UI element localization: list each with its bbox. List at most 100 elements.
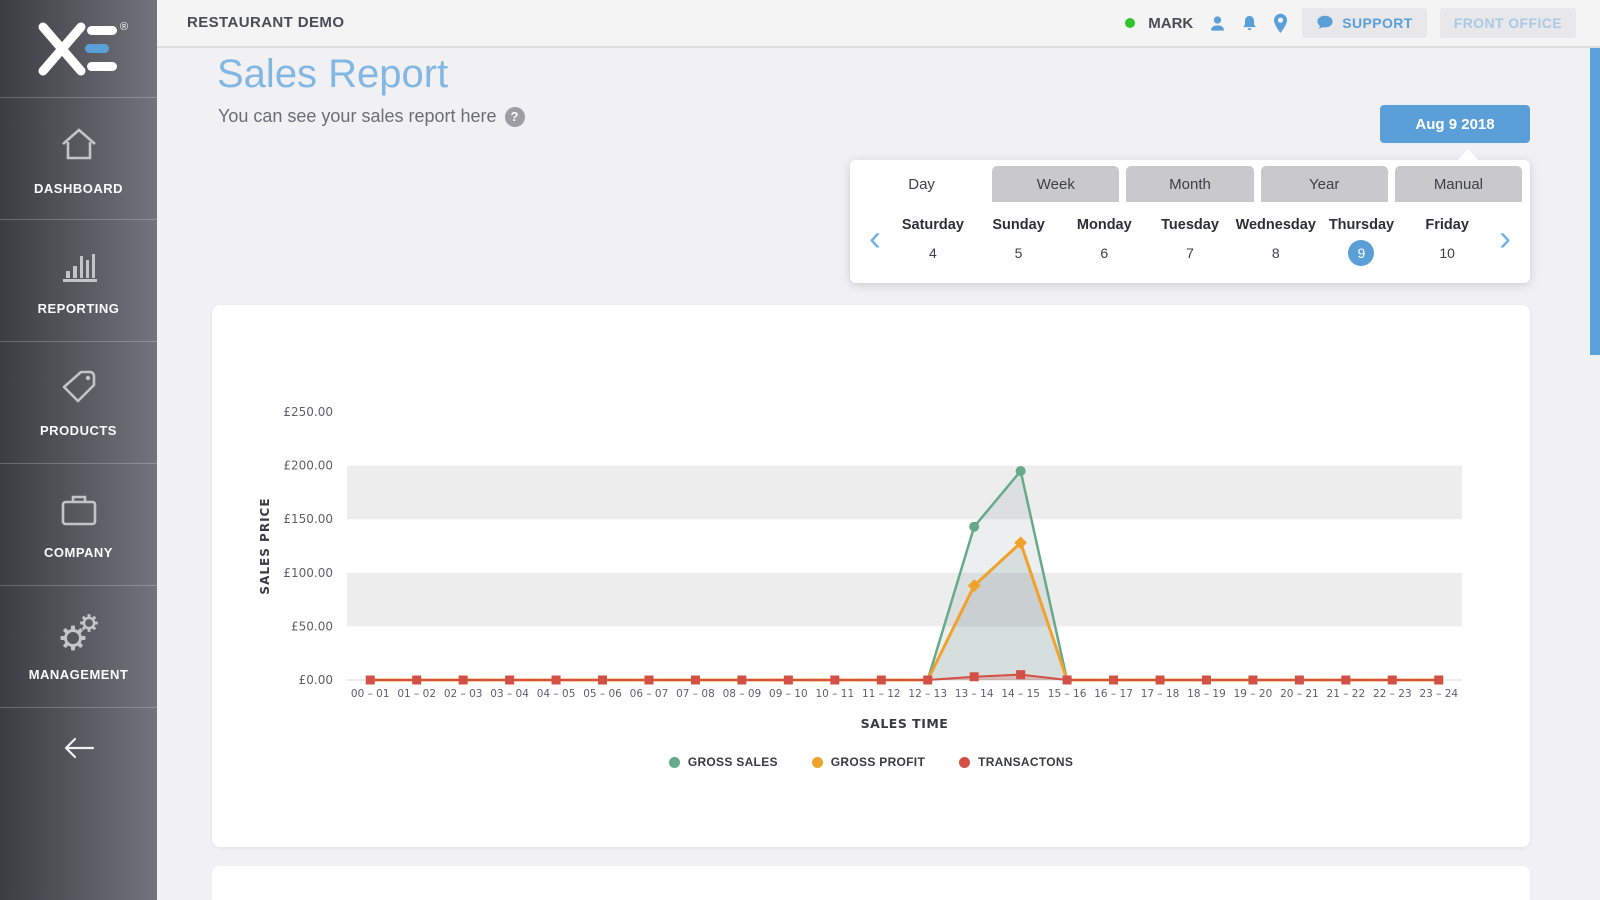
svg-text:16 – 17: 16 – 17: [1094, 688, 1133, 700]
sidebar-item-dashboard[interactable]: DASHBOARD: [0, 97, 157, 219]
sales-chart: £0.00£50.00£100.00£150.00£200.00£250.000…: [212, 305, 1530, 750]
legend-item-transactons[interactable]: TRANSACTONS: [959, 755, 1073, 769]
day-name: Saturday: [902, 217, 964, 233]
day-cell-monday[interactable]: Monday6: [1061, 217, 1147, 266]
svg-text:20 – 21: 20 – 21: [1280, 688, 1319, 700]
sidebar-item-label: REPORTING: [38, 301, 120, 316]
day-name: Monday: [1077, 217, 1132, 233]
legend-dot: [669, 757, 680, 768]
svg-text:22 – 23: 22 – 23: [1373, 688, 1412, 700]
vertical-scrollbar-thumb[interactable]: [1590, 48, 1600, 355]
topbar-actions: MARK SUPPORT FRONT OFFICE: [1125, 0, 1576, 46]
legend-dot: [959, 757, 970, 768]
day-cell-friday[interactable]: Friday10: [1404, 217, 1490, 266]
front-office-button[interactable]: FRONT OFFICE: [1440, 8, 1576, 38]
gears-icon: [56, 612, 102, 652]
svg-text:07 – 08: 07 – 08: [676, 688, 715, 700]
location-pin-icon[interactable]: [1272, 13, 1289, 34]
day-name: Tuesday: [1161, 217, 1219, 233]
svg-text:06 – 07: 06 – 07: [630, 688, 669, 700]
days-row: Saturday 4 Sunday 5 Monday6Tuesday7Wednesday…: [890, 217, 1490, 266]
sidebar-item-company[interactable]: COMPANY: [0, 463, 157, 585]
legend-label: TRANSACTONS: [978, 755, 1073, 769]
previous-days-chevron[interactable]: ‹: [860, 224, 890, 259]
svg-text:£200.00: £200.00: [283, 459, 333, 473]
next-days-chevron[interactable]: ›: [1490, 224, 1520, 259]
sales-report-chart-card: £0.00£50.00£100.00£150.00£200.00£250.000…: [212, 305, 1530, 847]
day-strip: ‹ Saturday 4 Sunday 5 Monday6Tuesday7Wednesd…: [850, 202, 1530, 280]
tag-icon: [57, 368, 101, 408]
tab-year[interactable]: Year: [1261, 166, 1388, 202]
sidebar-item-label: COMPANY: [44, 545, 113, 560]
day-name: Sunday: [992, 217, 1044, 233]
svg-text:00 – 01: 00 – 01: [351, 688, 390, 700]
sidebar-item-reporting[interactable]: REPORTING: [0, 219, 157, 341]
sidebar-item-label: DASHBOARD: [34, 181, 123, 196]
svg-text:®: ®: [120, 21, 128, 33]
svg-text:12 – 13: 12 – 13: [908, 688, 947, 700]
bar-chart-icon: [57, 246, 101, 286]
day-number: 5: [1006, 240, 1032, 266]
svg-text:18 – 19: 18 – 19: [1187, 688, 1226, 700]
topbar: RESTAURANT DEMO MARK SUPPORT FRONT OFFI: [157, 0, 1600, 48]
svg-text:02 – 03: 02 – 03: [444, 688, 483, 700]
support-button[interactable]: SUPPORT: [1302, 8, 1426, 38]
tab-week[interactable]: Week: [992, 166, 1119, 202]
svg-text:01 – 02: 01 – 02: [397, 688, 436, 700]
day-name: Wednesday: [1236, 217, 1316, 233]
svg-text:03 – 04: 03 – 04: [490, 688, 529, 700]
tab-month[interactable]: Month: [1126, 166, 1253, 202]
sidebar-item-label: MANAGEMENT: [29, 667, 129, 682]
svg-text:SALES PRICE: SALES PRICE: [258, 497, 272, 594]
svg-text:£100.00: £100.00: [283, 566, 333, 580]
svg-text:08 – 09: 08 – 09: [723, 688, 762, 700]
svg-text:05 – 06: 05 – 06: [583, 688, 622, 700]
legend-dot: [812, 757, 823, 768]
page-subtitle: You can see your sales report here: [218, 106, 497, 127]
sidebar-item-management[interactable]: MANAGEMENT: [0, 585, 157, 707]
page-subtitle-row: You can see your sales report here ?: [218, 106, 525, 127]
svg-text:10 – 11: 10 – 11: [815, 688, 854, 700]
left-arrow-icon: [61, 735, 97, 761]
chart-legend: GROSS SALES GROSS PROFIT TRANSACTONS: [212, 755, 1530, 769]
day-cell-tuesday[interactable]: Tuesday7: [1147, 217, 1233, 266]
notifications-bell-icon[interactable]: [1240, 14, 1259, 33]
day-number: 8: [1263, 240, 1289, 266]
day-cell-saturday[interactable]: Saturday 4: [890, 217, 976, 266]
svg-text:15 – 16: 15 – 16: [1048, 688, 1087, 700]
legend-item-gross-profit[interactable]: GROSS PROFIT: [812, 755, 925, 769]
page-title: Sales Report: [217, 52, 448, 97]
day-cell-thursday[interactable]: Thursday9: [1319, 217, 1405, 266]
day-number: 4: [920, 240, 946, 266]
home-icon: [56, 122, 102, 166]
svg-text:SALES TIME: SALES TIME: [861, 716, 949, 731]
day-cell-wednesday[interactable]: Wednesday 8: [1233, 217, 1319, 266]
legend-label: GROSS SALES: [688, 755, 778, 769]
svg-text:13 – 14: 13 – 14: [955, 688, 994, 700]
app-logo[interactable]: ®: [0, 0, 157, 97]
date-select-button[interactable]: Aug 9 2018: [1380, 105, 1530, 143]
legend-item-gross-sales[interactable]: GROSS SALES: [669, 755, 778, 769]
date-picker-panel: DayWeekMonthYearManual ‹ Saturday 4 Sunday…: [850, 160, 1530, 283]
day-cell-sunday[interactable]: Sunday 5: [976, 217, 1062, 266]
user-menu[interactable]: MARK: [1148, 15, 1193, 32]
support-label: SUPPORT: [1342, 15, 1412, 31]
tab-manual[interactable]: Manual: [1395, 166, 1522, 202]
online-status-dot: [1125, 18, 1135, 28]
picker-caret: [1457, 149, 1479, 161]
day-number: 10: [1434, 240, 1460, 266]
chat-bubble-icon: [1316, 15, 1334, 31]
help-icon[interactable]: ?: [505, 107, 525, 127]
svg-text:11 – 12: 11 – 12: [862, 688, 901, 700]
day-number: 9: [1348, 240, 1374, 266]
sidebar-item-products[interactable]: PRODUCTS: [0, 341, 157, 463]
sidebar-collapse-button[interactable]: [0, 707, 157, 787]
svg-text:09 – 10: 09 – 10: [769, 688, 808, 700]
svg-text:£250.00: £250.00: [283, 405, 333, 419]
sidebar-item-label: PRODUCTS: [40, 423, 117, 438]
svg-text:£150.00: £150.00: [283, 512, 333, 526]
front-office-label: FRONT OFFICE: [1454, 15, 1562, 31]
user-icon[interactable]: [1208, 14, 1227, 33]
next-report-card: [212, 866, 1530, 900]
tab-day[interactable]: Day: [858, 166, 985, 202]
